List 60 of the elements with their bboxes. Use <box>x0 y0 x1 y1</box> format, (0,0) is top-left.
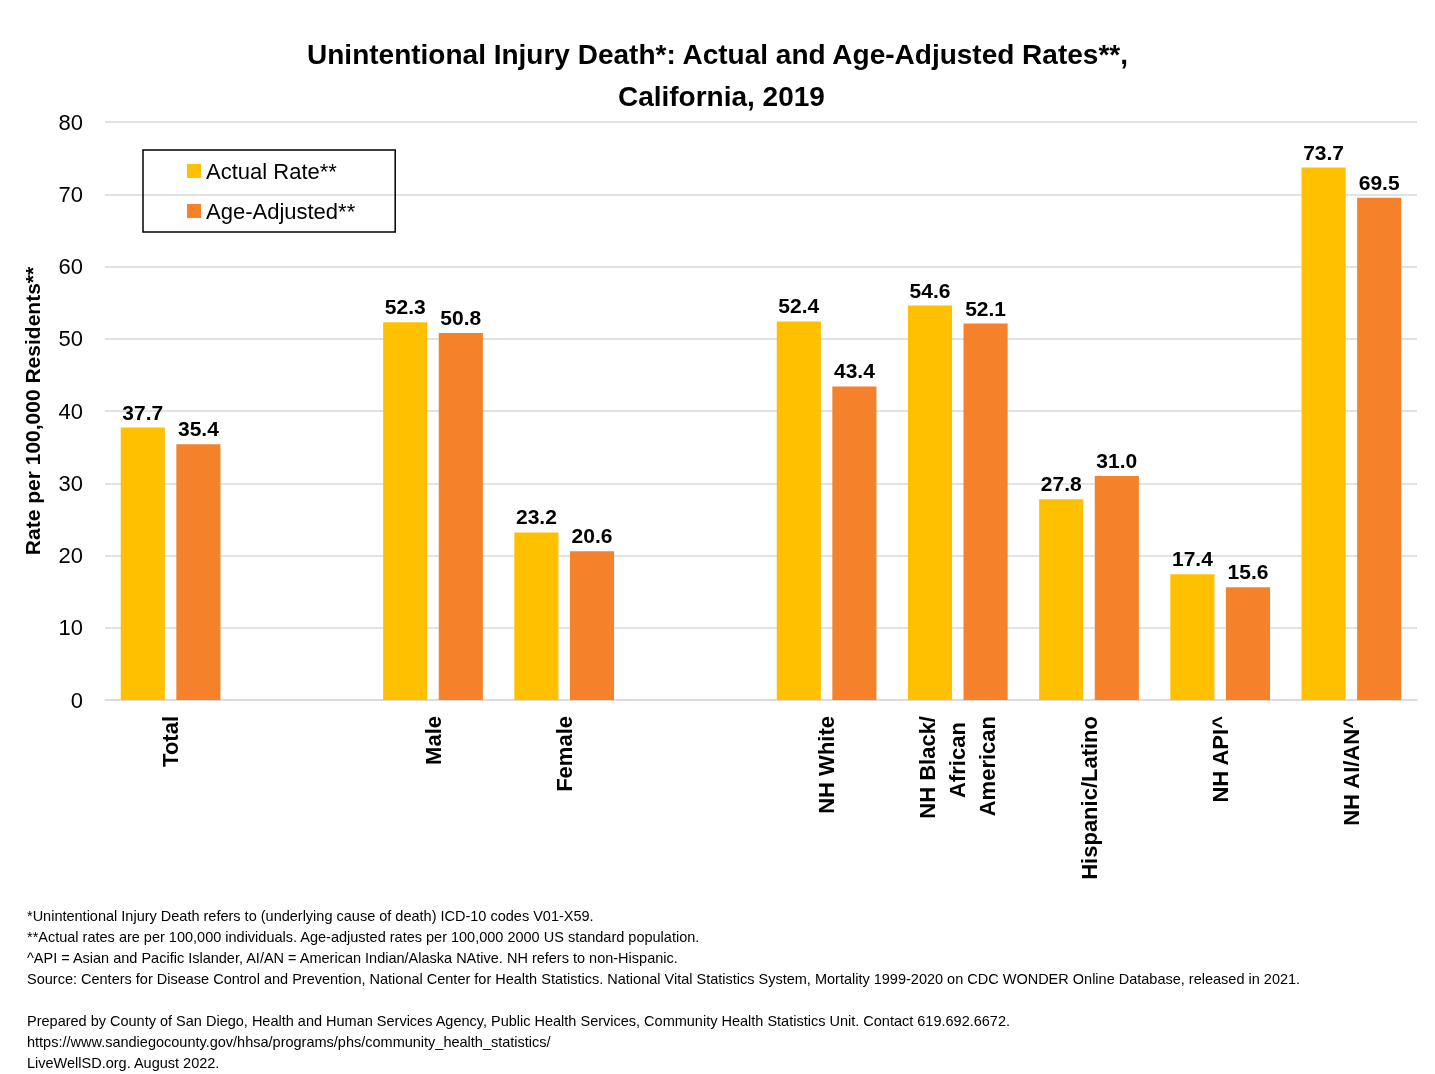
y-tick-label: 30 <box>58 470 83 496</box>
data-label: 37.7 <box>122 400 164 424</box>
data-label: 20.6 <box>571 524 613 548</box>
data-label: 73.7 <box>1303 140 1345 164</box>
bar <box>176 444 221 700</box>
legend-label: Age-Adjusted** <box>206 198 356 224</box>
bar <box>438 332 483 700</box>
data-label: 50.8 <box>440 305 482 329</box>
bar <box>907 305 953 700</box>
text: LiveWellSD.org. August 2022. <box>27 1054 220 1071</box>
data-label: 35.4 <box>177 417 220 441</box>
data-label: 31.0 <box>1096 449 1138 473</box>
y-tick-label: 70 <box>58 181 83 207</box>
data-label: 43.4 <box>833 359 876 383</box>
bar <box>963 323 1008 700</box>
data-label: 15.6 <box>1227 560 1269 584</box>
legend-label: Actual Rate** <box>206 158 338 184</box>
y-tick-label: 20 <box>58 543 83 568</box>
bar <box>1357 197 1402 700</box>
y-tick-label: 50 <box>58 326 83 352</box>
data-label: 52.4 <box>778 294 820 318</box>
x-tick-label: Female <box>551 716 577 792</box>
x-tick-label: Male <box>420 716 446 765</box>
source-note: Source: Centers for Disease Control and Prevention, National Center for Health Statistics. National Vital Statistics System, Mortality 1999-2020 on CDC WONDER Online Database, released in 2021. <box>27 970 1301 987</box>
text: Prepared by County of San Diego, Health and Human Services Agency, Public Health Services, Community Health Statistics Unit. Contact 619.692.6672. <box>27 1012 1011 1029</box>
data-label: 17.4 <box>1171 547 1214 571</box>
x-tick-label: Total <box>158 716 184 767</box>
bar <box>1094 476 1139 700</box>
y-tick-label: 10 <box>58 615 83 641</box>
text: *Unintentional Injury Death refers to (underlying cause of death) ICD-10 codes V01-X59. <box>27 907 594 924</box>
y-tick-label: 80 <box>58 109 83 135</box>
data-label: 52.1 <box>965 296 1007 320</box>
bar <box>1225 587 1271 700</box>
x-tick-label: NH Black/African American <box>915 716 1001 819</box>
data-label: 23.2 <box>515 505 557 529</box>
data-label: 54.6 <box>909 278 951 302</box>
y-axis-title: Rate per 100,000 Residents** <box>21 266 44 556</box>
y-tick-label: 60 <box>58 254 83 279</box>
bar <box>514 532 559 700</box>
data-label: 69.5 <box>1358 170 1400 194</box>
text: **Actual rates are per 100,000 individuals. Age-adjusted rates per 100,000 2000 US standard population. <box>27 928 700 945</box>
bar <box>1039 499 1084 700</box>
bar <box>120 427 165 700</box>
x-tick-label: Hispanic/Latino <box>1076 716 1102 880</box>
y-tick-label: 0 <box>70 687 83 713</box>
bar <box>569 551 615 700</box>
x-tick-label: NH API^ <box>1207 715 1233 803</box>
text: https://www.sandiegocounty.gov/hhsa/programs/phs/community_health_statistics/ <box>27 1033 552 1050</box>
chart-title: Unintentional Injury Death*: Actual and Age-Adjusted Rates**, California, 2019 <box>307 38 1128 112</box>
x-tick-label: NH AI/AN^ <box>1338 715 1364 826</box>
y-tick-label: 40 <box>58 398 83 424</box>
x-tick-label: NH White <box>814 716 840 814</box>
bar <box>832 386 877 700</box>
text: ^API = Asian and Pacific Islander, AI/AN = American Indian/Alaska NAtive. NH refers to non-Hispanic. <box>27 949 678 966</box>
bar <box>776 321 821 700</box>
data-label: 52.3 <box>384 295 426 319</box>
bar <box>1301 167 1346 700</box>
bar <box>383 322 428 700</box>
data-label: 27.8 <box>1040 472 1082 496</box>
bar <box>1170 574 1215 700</box>
